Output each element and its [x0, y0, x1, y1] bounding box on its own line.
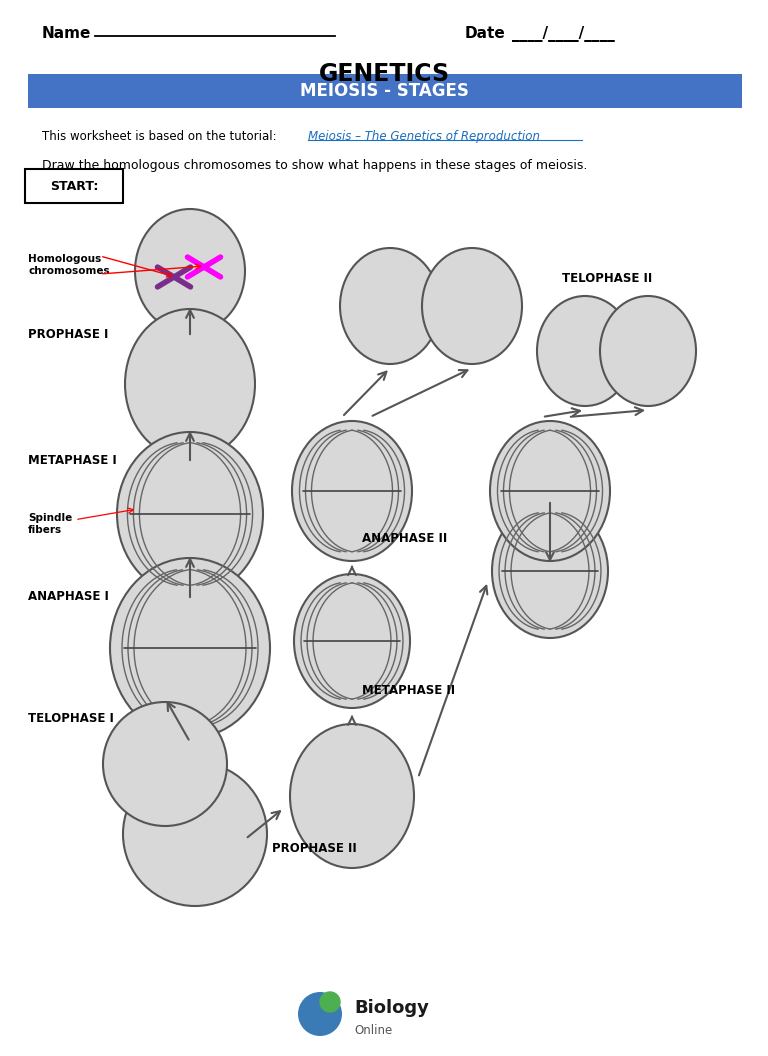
Text: Name: Name	[42, 26, 91, 41]
Text: TELOPHASE II: TELOPHASE II	[562, 271, 652, 284]
Ellipse shape	[340, 248, 440, 364]
Ellipse shape	[537, 296, 633, 406]
Text: Online: Online	[354, 1024, 392, 1037]
Ellipse shape	[294, 574, 410, 708]
Ellipse shape	[135, 209, 245, 333]
Ellipse shape	[290, 724, 414, 868]
Text: This worksheet is based on the tutorial:: This worksheet is based on the tutorial:	[42, 130, 280, 143]
Text: METAPHASE I: METAPHASE I	[28, 454, 117, 468]
Text: METAPHASE II: METAPHASE II	[362, 684, 455, 698]
Text: ____/____/____: ____/____/____	[512, 26, 614, 42]
Ellipse shape	[110, 558, 270, 738]
Text: PROPHASE I: PROPHASE I	[28, 327, 108, 340]
Circle shape	[123, 762, 267, 906]
Text: Date: Date	[465, 26, 506, 41]
Ellipse shape	[490, 421, 610, 561]
Text: MEIOSIS - STAGES: MEIOSIS - STAGES	[300, 82, 468, 100]
Ellipse shape	[125, 309, 255, 459]
FancyBboxPatch shape	[25, 169, 123, 203]
Ellipse shape	[117, 432, 263, 596]
Polygon shape	[320, 992, 340, 1012]
Text: ANAPHASE I: ANAPHASE I	[28, 589, 109, 603]
Ellipse shape	[492, 504, 608, 638]
Text: TELOPHASE I: TELOPHASE I	[28, 712, 114, 724]
Text: PROPHASE II: PROPHASE II	[272, 842, 357, 854]
Text: GENETICS: GENETICS	[319, 62, 449, 86]
Text: START:: START:	[50, 180, 98, 192]
Ellipse shape	[422, 248, 522, 364]
Ellipse shape	[600, 296, 696, 406]
FancyBboxPatch shape	[28, 74, 742, 108]
Circle shape	[103, 702, 227, 826]
Text: Homologous
chromosomes: Homologous chromosomes	[28, 254, 110, 276]
Ellipse shape	[292, 421, 412, 561]
Text: Draw the homologous chromosomes to show what happens in these stages of meiosis.: Draw the homologous chromosomes to show …	[42, 159, 588, 172]
Text: ANAPHASE II: ANAPHASE II	[362, 531, 447, 545]
Circle shape	[298, 992, 342, 1036]
Text: Spindle
fibers: Spindle fibers	[28, 508, 134, 534]
Text: Biology: Biology	[354, 999, 429, 1017]
Text: Meiosis – The Genetics of Reproduction: Meiosis – The Genetics of Reproduction	[308, 130, 540, 143]
